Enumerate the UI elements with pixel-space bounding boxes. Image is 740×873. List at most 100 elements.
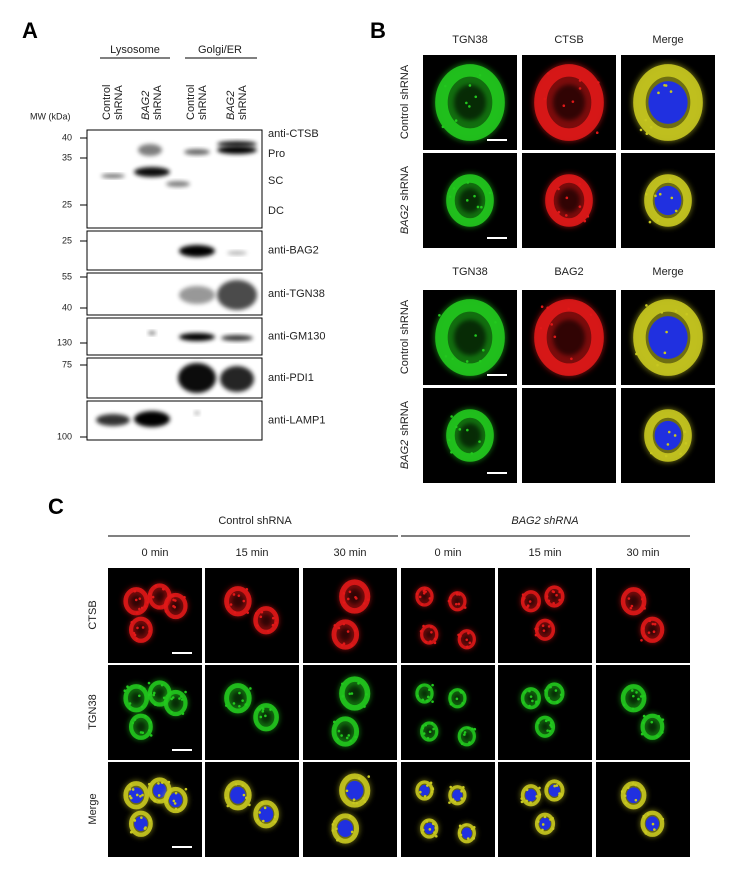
- puncta: [420, 831, 424, 834]
- puncta: [337, 626, 341, 630]
- column-label: TGN38: [452, 266, 487, 278]
- puncta: [657, 714, 661, 718]
- nucleus-shadow: [453, 84, 487, 121]
- puncta: [528, 704, 531, 708]
- puncta: [556, 700, 559, 703]
- antibody-label: anti-LAMP1: [268, 414, 325, 426]
- puncta: [488, 191, 492, 195]
- puncta: [139, 794, 142, 798]
- puncta: [472, 837, 475, 840]
- antibody-label: anti-GM130: [268, 330, 325, 342]
- puncta: [340, 734, 343, 737]
- puncta: [350, 830, 354, 834]
- puncta: [331, 823, 335, 826]
- cell-ring: [435, 64, 505, 141]
- nucleus-shadow: [540, 624, 550, 635]
- nucleus-shadow: [170, 696, 182, 710]
- puncta: [656, 734, 659, 738]
- puncta: [342, 622, 346, 626]
- micrograph: [401, 762, 495, 857]
- puncta: [578, 79, 582, 82]
- puncta: [463, 733, 466, 736]
- puncta: [653, 622, 657, 626]
- column-label: BAG2: [554, 266, 583, 278]
- puncta: [337, 837, 340, 841]
- puncta: [558, 794, 561, 797]
- puncta: [642, 593, 646, 597]
- puncta: [173, 605, 177, 609]
- row-gene: Control: [399, 104, 411, 139]
- nucleus: [654, 185, 682, 216]
- puncta: [470, 827, 474, 831]
- mw-label: 100: [57, 431, 72, 441]
- micrograph: [108, 665, 202, 760]
- nucleus-shadow: [552, 319, 586, 356]
- nucleus-shadow: [627, 691, 640, 705]
- puncta: [667, 430, 671, 434]
- nucleus-shadow: [462, 731, 472, 741]
- puncta: [349, 739, 353, 743]
- puncta: [154, 584, 157, 588]
- puncta: [269, 708, 272, 711]
- puncta: [259, 615, 263, 619]
- puncta: [473, 727, 477, 731]
- puncta: [421, 726, 425, 730]
- puncta: [428, 828, 432, 831]
- puncta: [642, 815, 646, 819]
- puncta: [642, 714, 646, 718]
- group-label: Control shRNA: [218, 515, 292, 527]
- nucleus-shadow: [154, 590, 166, 603]
- puncta: [565, 196, 569, 200]
- puncta: [649, 451, 653, 455]
- puncta: [466, 837, 470, 840]
- cell-ring: [224, 683, 252, 714]
- row-suffix: shRNA: [399, 64, 411, 100]
- micrograph: [205, 568, 299, 663]
- band: [184, 149, 210, 155]
- puncta: [333, 820, 336, 823]
- puncta: [428, 730, 432, 734]
- puncta: [424, 723, 427, 727]
- puncta: [652, 630, 656, 634]
- puncta: [450, 450, 453, 454]
- puncta: [537, 721, 540, 725]
- nucleus: [345, 780, 364, 801]
- lane-label: shRNA: [113, 84, 125, 120]
- puncta: [348, 815, 352, 818]
- puncta: [128, 787, 132, 791]
- puncta: [148, 629, 151, 633]
- puncta: [447, 599, 451, 603]
- puncta: [350, 643, 354, 647]
- puncta: [433, 641, 437, 645]
- time-label: 15 min: [235, 547, 268, 559]
- nucleus-shadow: [526, 693, 536, 704]
- puncta: [425, 820, 429, 823]
- puncta: [520, 800, 524, 804]
- puncta: [474, 334, 477, 337]
- puncta: [342, 642, 346, 646]
- puncta: [626, 786, 630, 789]
- puncta: [455, 591, 458, 595]
- cell-ring: [534, 812, 556, 835]
- puncta: [458, 635, 462, 639]
- puncta: [157, 794, 161, 797]
- puncta: [448, 195, 452, 198]
- micrograph: [596, 762, 690, 857]
- puncta: [433, 831, 436, 834]
- nucleus: [461, 827, 472, 839]
- puncta: [244, 796, 248, 800]
- puncta: [520, 797, 524, 800]
- puncta: [134, 598, 138, 602]
- puncta: [336, 737, 339, 741]
- puncta: [254, 612, 258, 615]
- puncta: [165, 801, 168, 805]
- time-label: 30 min: [333, 547, 366, 559]
- nucleus-shadow: [260, 613, 273, 627]
- mw-label: 35: [62, 152, 72, 162]
- puncta: [560, 793, 563, 796]
- cell-ring: [446, 174, 494, 227]
- puncta: [674, 309, 678, 313]
- blot: [86, 230, 263, 271]
- puncta: [525, 788, 529, 792]
- puncta: [138, 597, 142, 600]
